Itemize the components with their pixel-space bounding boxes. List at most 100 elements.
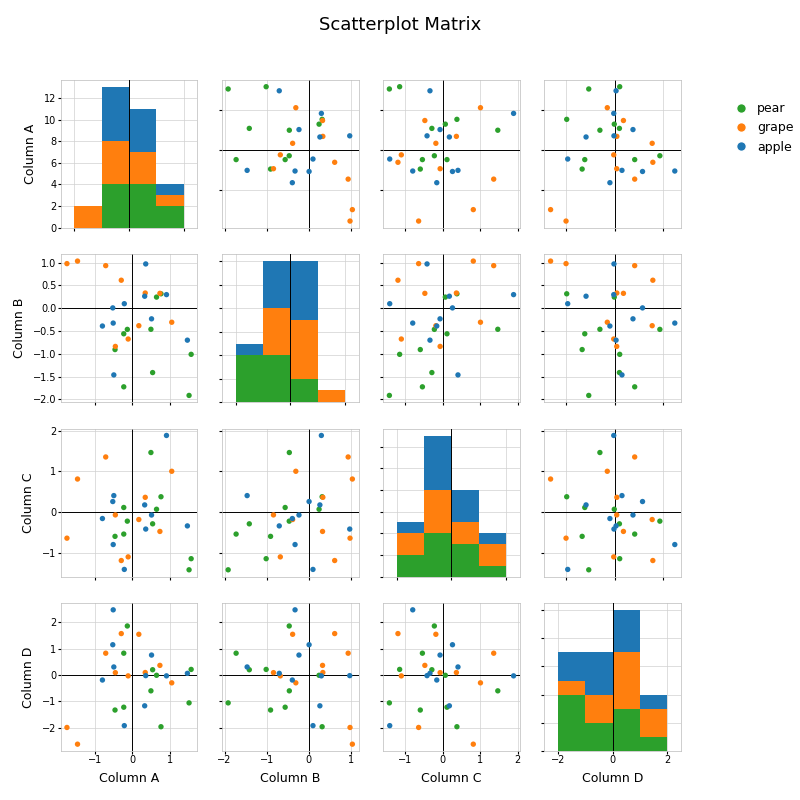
Bar bbox=[397, 555, 424, 577]
Point bbox=[544, 254, 557, 267]
Point bbox=[273, 519, 286, 532]
Point bbox=[121, 514, 134, 527]
Point bbox=[289, 603, 302, 616]
Point bbox=[121, 323, 134, 336]
Point bbox=[580, 130, 593, 143]
Bar bbox=[613, 709, 640, 751]
Point bbox=[342, 173, 354, 186]
Point bbox=[181, 519, 194, 532]
Point bbox=[668, 538, 681, 551]
Point bbox=[628, 528, 641, 541]
Point bbox=[286, 628, 299, 641]
Point bbox=[474, 102, 487, 114]
Point bbox=[434, 649, 446, 662]
Point bbox=[646, 274, 659, 286]
X-axis label: Column D: Column D bbox=[582, 772, 643, 785]
Point bbox=[562, 153, 574, 166]
Point bbox=[430, 176, 443, 189]
Point bbox=[118, 563, 130, 576]
Point bbox=[414, 162, 426, 175]
Point bbox=[646, 137, 658, 150]
Point bbox=[394, 348, 406, 361]
Bar bbox=[129, 152, 156, 185]
Point bbox=[267, 666, 280, 679]
Point bbox=[383, 82, 396, 95]
Point bbox=[109, 509, 122, 522]
Bar bbox=[451, 490, 478, 522]
Point bbox=[646, 513, 658, 526]
Point bbox=[61, 258, 74, 270]
Point bbox=[109, 704, 122, 717]
Point bbox=[160, 429, 173, 442]
Point bbox=[628, 173, 641, 186]
Point bbox=[560, 113, 573, 126]
Point bbox=[185, 663, 198, 676]
Point bbox=[394, 663, 406, 676]
Bar bbox=[424, 436, 451, 490]
Point bbox=[576, 162, 589, 175]
Point bbox=[122, 670, 134, 682]
Point bbox=[406, 603, 419, 616]
Point bbox=[603, 512, 616, 525]
Point bbox=[107, 603, 120, 616]
Point bbox=[122, 550, 134, 563]
Point bbox=[289, 165, 302, 178]
Bar bbox=[263, 262, 290, 308]
Point bbox=[603, 320, 616, 333]
Point bbox=[106, 302, 119, 314]
Point bbox=[267, 162, 280, 175]
Point bbox=[222, 82, 234, 95]
Bar bbox=[236, 355, 263, 402]
Text: Scatterplot Matrix: Scatterplot Matrix bbox=[319, 16, 481, 34]
Point bbox=[166, 316, 178, 329]
Point bbox=[610, 130, 623, 142]
Point bbox=[615, 369, 628, 382]
Point bbox=[434, 162, 446, 175]
Point bbox=[316, 525, 329, 538]
Point bbox=[628, 381, 641, 394]
Point bbox=[293, 509, 306, 522]
Point bbox=[391, 627, 404, 640]
Point bbox=[314, 498, 326, 511]
Point bbox=[313, 503, 326, 516]
Point bbox=[150, 503, 163, 516]
Point bbox=[613, 122, 626, 134]
Point bbox=[594, 124, 606, 137]
Point bbox=[344, 532, 357, 545]
Bar bbox=[102, 141, 129, 185]
Point bbox=[562, 563, 574, 576]
Point bbox=[316, 113, 329, 126]
Bar bbox=[102, 185, 129, 228]
Point bbox=[423, 84, 436, 97]
Point bbox=[107, 489, 120, 502]
Point bbox=[428, 150, 441, 162]
Point bbox=[610, 334, 622, 346]
Point bbox=[286, 176, 298, 189]
Point bbox=[416, 154, 429, 166]
Point bbox=[607, 288, 620, 301]
Point bbox=[343, 130, 356, 142]
Point bbox=[71, 254, 84, 267]
Point bbox=[628, 259, 641, 272]
Point bbox=[582, 82, 595, 95]
Point bbox=[383, 389, 396, 402]
Point bbox=[317, 666, 330, 679]
Point bbox=[395, 333, 408, 346]
Point bbox=[146, 663, 159, 676]
Point bbox=[182, 697, 195, 710]
Bar bbox=[236, 343, 263, 355]
Point bbox=[122, 333, 134, 346]
Bar bbox=[451, 522, 478, 544]
Point bbox=[118, 646, 130, 659]
Point bbox=[260, 80, 273, 93]
Point bbox=[607, 550, 620, 563]
Bar bbox=[613, 652, 640, 709]
Point bbox=[145, 323, 158, 336]
Point bbox=[273, 84, 286, 97]
Point bbox=[395, 149, 408, 162]
Point bbox=[668, 317, 681, 330]
Point bbox=[145, 649, 158, 662]
Point bbox=[446, 302, 459, 314]
Point bbox=[418, 287, 431, 300]
Point bbox=[302, 495, 315, 508]
